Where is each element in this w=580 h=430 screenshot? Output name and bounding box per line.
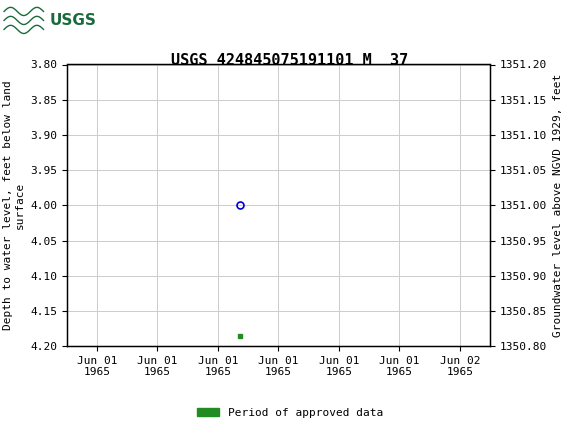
Text: USGS 424845075191101 M  37: USGS 424845075191101 M 37 — [171, 53, 409, 68]
Text: USGS: USGS — [49, 13, 96, 28]
Legend: Period of approved data: Period of approved data — [193, 403, 387, 422]
Bar — [3, 3, 93, 37]
Y-axis label: Groundwater level above NGVD 1929, feet: Groundwater level above NGVD 1929, feet — [553, 74, 563, 337]
Y-axis label: Depth to water level, feet below land
surface: Depth to water level, feet below land su… — [3, 80, 24, 330]
